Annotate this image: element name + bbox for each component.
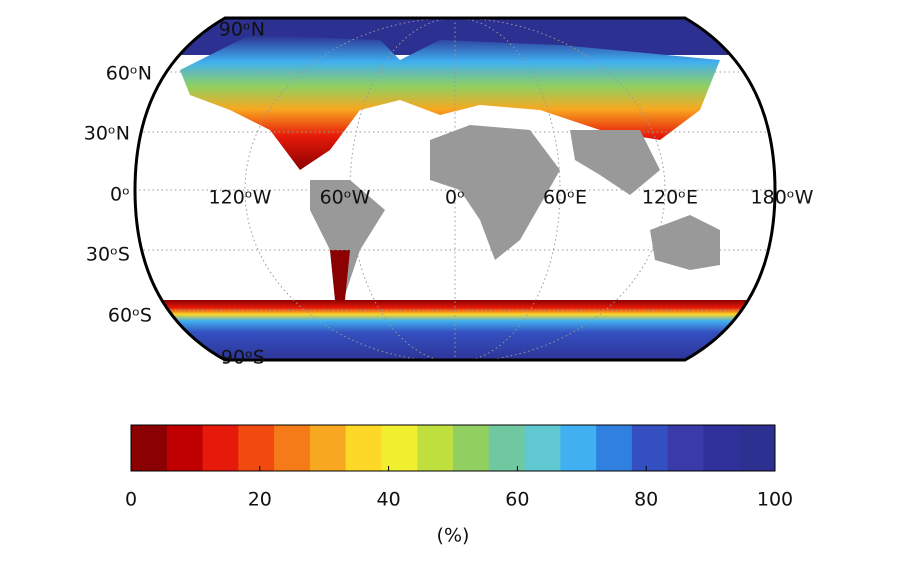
colorbar-segment: [238, 425, 275, 471]
colorbar-segment: [524, 425, 561, 471]
colorbar-frame: [130, 424, 776, 472]
colorbar-segment: [417, 425, 454, 471]
lon-label: 120ᵒE: [642, 187, 698, 209]
map-frame: [133, 16, 777, 362]
colorbar-segment: [667, 425, 704, 471]
tick-label: 20: [248, 489, 272, 511]
colorbar-segment: [345, 425, 382, 471]
colorbar-label: (%): [437, 525, 470, 547]
colorbar-segment: [560, 425, 597, 471]
colorbar-segment: [488, 425, 526, 471]
lon-label: 60ᵒE: [543, 187, 587, 209]
map-labels: 90ᵒN 60ᵒN 30ᵒN 0ᵒ 30ᵒS 60ᵒS 90ᵒS 120ᵒW 60ᵒW 0ᵒ 60ᵒ…: [84, 19, 814, 369]
tick-label: 40: [377, 489, 401, 511]
colorbar-segment: [381, 425, 418, 471]
colorbar-segment: [309, 425, 347, 471]
lat-label: 30ᵒN: [84, 123, 130, 145]
lat-label: 30ᵒS: [86, 244, 130, 266]
tick-label: 80: [634, 489, 658, 511]
tick-label: 60: [505, 489, 529, 511]
colorbar-segment: [739, 425, 776, 471]
colorbar-segment: [703, 425, 740, 471]
colorbar-segment: [631, 425, 669, 471]
colorbar-segment: [596, 425, 633, 471]
tick-label: 0: [125, 489, 137, 511]
colorbar-segment: [274, 425, 311, 471]
lon-label: 60ᵒW: [320, 187, 371, 209]
colorbar-segment: [202, 425, 239, 471]
colorbar-segment: [453, 425, 490, 471]
lat-label: 90ᵒS: [221, 347, 265, 369]
colorbar-segment: [131, 425, 168, 471]
lat-label: 60ᵒS: [108, 305, 152, 327]
lat-label: 90ᵒN: [219, 19, 265, 41]
lon-label: 180ᵒW: [751, 187, 814, 209]
tick-label: 100: [757, 489, 793, 511]
map-body: [135, 18, 775, 360]
lon-label: 0ᵒ: [445, 187, 465, 209]
lat-label: 60ᵒN: [106, 63, 152, 85]
lon-label: 120ᵒW: [209, 187, 272, 209]
colorbar: 0 20 40 60 80 100 (%): [125, 424, 793, 547]
lat-label: 0ᵒ: [110, 184, 130, 206]
colorbar-segment: [166, 425, 204, 471]
